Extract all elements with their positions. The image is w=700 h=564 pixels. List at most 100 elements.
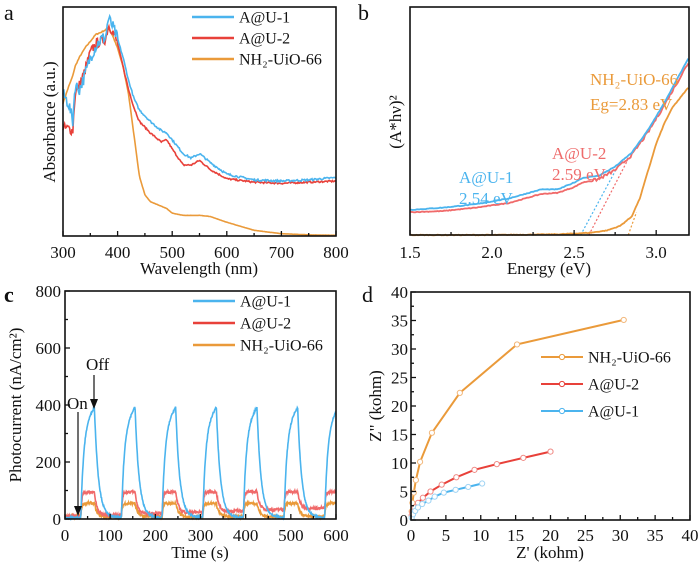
data-point xyxy=(427,488,434,495)
panel-b-x-tick-label: 2.5 xyxy=(563,243,584,262)
annotation-a-u-2-gap: 2.59 eV xyxy=(552,165,607,184)
panel-a: a 300 400 500 600 700 800 Wavelength (nm) Abs… xyxy=(4,0,349,278)
panel-a-xlabel: Wavelength (nm) xyxy=(140,259,258,278)
panel-c-series xyxy=(64,405,337,522)
panel-d-x-tick-label: 0 xyxy=(407,526,416,545)
panel-d-y-tick-label: 20 xyxy=(391,397,408,416)
panel-letter-a: a xyxy=(4,0,14,25)
on-arrow xyxy=(74,412,82,516)
off-arrow xyxy=(90,375,98,409)
panel-d-x-tick-label: 35 xyxy=(647,526,664,545)
legend-label: A@U-1 xyxy=(588,404,639,421)
annotation-off: Off xyxy=(86,355,110,374)
panel-c-legend-item-a-u-1: A@U-1 xyxy=(193,294,291,311)
panel-a-x-tick-label: 700 xyxy=(269,243,295,262)
data-point xyxy=(452,486,459,493)
panel-c: c 0 100 200 300 400 500 600 0 200 400 600 800 Time … xyxy=(4,282,349,562)
legend-label: A@U-2 xyxy=(239,31,290,48)
panel-d-y-tick-label: 0 xyxy=(400,511,409,530)
panel-c-x-tick-label: 400 xyxy=(233,526,259,545)
legend-label: NH₂-UiO-66 xyxy=(239,52,322,69)
panel-d-xlabel: Z' (kohm) xyxy=(516,543,584,562)
panel-b-tangent-nh2-uio-66 xyxy=(627,211,638,236)
panel-d-y-tick-label: 15 xyxy=(391,426,408,445)
panel-d-y-tick-label: 25 xyxy=(391,369,408,388)
panel-b-frame xyxy=(409,6,690,236)
panel-d-ticks: 0 5 10 15 20 25 30 35 40 0 5 10 15 20 25 30 35 40 xyxy=(391,283,699,545)
data-point xyxy=(465,483,472,491)
panel-d-y-tick-label: 35 xyxy=(391,312,408,331)
data-point xyxy=(440,489,447,496)
legend-label: NH₂-UiO-66 xyxy=(240,338,323,355)
panel-c-y-tick-label: 200 xyxy=(36,453,62,472)
panel-d: d 0 5 10 15 20 25 30 35 40 0 5 10 15 20 25 30 35 40 Z' (k… xyxy=(362,282,699,562)
panel-b-x-ticks: 1.5 2.0 2.5 3.0 xyxy=(399,230,667,262)
panel-c-x-tick-label: 0 xyxy=(61,526,70,545)
panel-c-y-tick-label: 600 xyxy=(36,339,62,358)
panel-c-frame xyxy=(64,290,337,520)
legend-label: A@U-2 xyxy=(588,377,639,394)
panel-d-legend-item-nh2-uio-66: NH₂-UiO-66 xyxy=(541,350,671,367)
data-point xyxy=(416,458,424,465)
panel-c-legend: A@U-1 A@U-2 NH₂-UiO-66 xyxy=(193,294,323,355)
panel-c-y-tick-label: 0 xyxy=(53,510,62,529)
data-point xyxy=(425,497,432,504)
legend-marker xyxy=(558,380,566,388)
panel-c-x-tick-label: 100 xyxy=(97,526,123,545)
data-point xyxy=(419,494,426,501)
panel-a-series xyxy=(62,13,337,237)
data-point xyxy=(410,489,417,496)
panel-b-x-tick-label: 1.5 xyxy=(399,243,420,262)
panel-d-x-tick-label: 10 xyxy=(472,526,489,545)
panel-d-x-tick-label: 5 xyxy=(442,526,451,545)
panel-d-y-tick-label: 5 xyxy=(400,483,409,502)
panel-d-series-a-u-1 xyxy=(408,480,486,521)
panel-c-legend-item-nh2-uio-66: NH₂-UiO-66 xyxy=(193,338,323,355)
annotation-nh2-uio-66-gap: Eg=2.83 eV xyxy=(590,95,673,114)
data-point xyxy=(431,493,438,500)
panel-b-ylabel: (A*hν)² xyxy=(386,95,405,148)
panel-a-legend-item-a-u-2: A@U-2 xyxy=(192,31,290,48)
legend-marker xyxy=(558,407,566,415)
panel-a-ylabel: Absorbance (a.u.) xyxy=(40,61,59,182)
panel-d-y-tick-label: 40 xyxy=(391,283,408,302)
data-point xyxy=(620,316,627,324)
annotation-a-u-2-label: A@U-2 xyxy=(552,144,606,163)
panel-d-legend-item-a-u-2: A@U-2 xyxy=(541,377,639,394)
panel-b-x-tick-label: 2.0 xyxy=(481,243,502,262)
data-point xyxy=(456,389,463,396)
data-point xyxy=(414,504,422,511)
data-point xyxy=(453,474,460,481)
legend-label: A@U-1 xyxy=(239,10,290,27)
panel-d-x-tick-label: 40 xyxy=(682,526,699,545)
annotation-nh2-uio-66-label: NH₂-UiO-66 xyxy=(590,70,678,89)
panel-d-x-tick-label: 30 xyxy=(612,526,629,545)
panel-d-x-tick-label: 20 xyxy=(542,526,559,545)
annotation-a-u-1-gap: 2.54 eV xyxy=(459,189,514,208)
panel-a-x-tick-label: 800 xyxy=(323,243,349,262)
panel-d-x-tick-label: 15 xyxy=(507,526,524,545)
panel-d-legend: NH₂-UiO-66 A@U-2 A@U-1 xyxy=(541,350,671,421)
panel-d-ylabel: Z" (kohm) xyxy=(366,370,385,442)
panel-letter-c: c xyxy=(4,282,14,307)
panel-a-legend-item-a-u-1: A@U-1 xyxy=(192,10,290,27)
panel-c-y-tick-label: 800 xyxy=(36,282,62,301)
panel-c-x-tick-label: 300 xyxy=(188,526,214,545)
annotation-a-u-1-label: A@U-1 xyxy=(459,168,513,187)
panel-b-x-tick-label: 3.0 xyxy=(646,243,667,262)
panel-a-x-tick-label: 600 xyxy=(214,243,240,262)
legend-marker xyxy=(558,353,566,361)
panel-b-series-a-u-1 xyxy=(409,58,690,211)
panel-letter-b: b xyxy=(358,0,369,25)
panel-d-x-tick-label: 25 xyxy=(577,526,594,545)
panel-d-frame xyxy=(410,291,691,521)
panel-a-x-tick-label: 400 xyxy=(105,243,131,262)
data-point xyxy=(479,480,486,487)
panel-b: b 1.5 2.0 2.5 3.0 Energy (eV) (A*hν)² A@U-1… xyxy=(358,0,690,278)
panel-a-legend: A@U-1 A@U-2 NH₂-UiO-66 xyxy=(192,10,322,69)
panel-c-ticks: 0 100 200 300 400 500 600 0 200 400 600 800 xyxy=(36,282,349,545)
panel-a-x-tick-label: 300 xyxy=(50,243,76,262)
data-point xyxy=(428,429,436,436)
panel-c-xlabel: Time (s) xyxy=(171,543,228,562)
panel-letter-d: d xyxy=(362,282,373,307)
